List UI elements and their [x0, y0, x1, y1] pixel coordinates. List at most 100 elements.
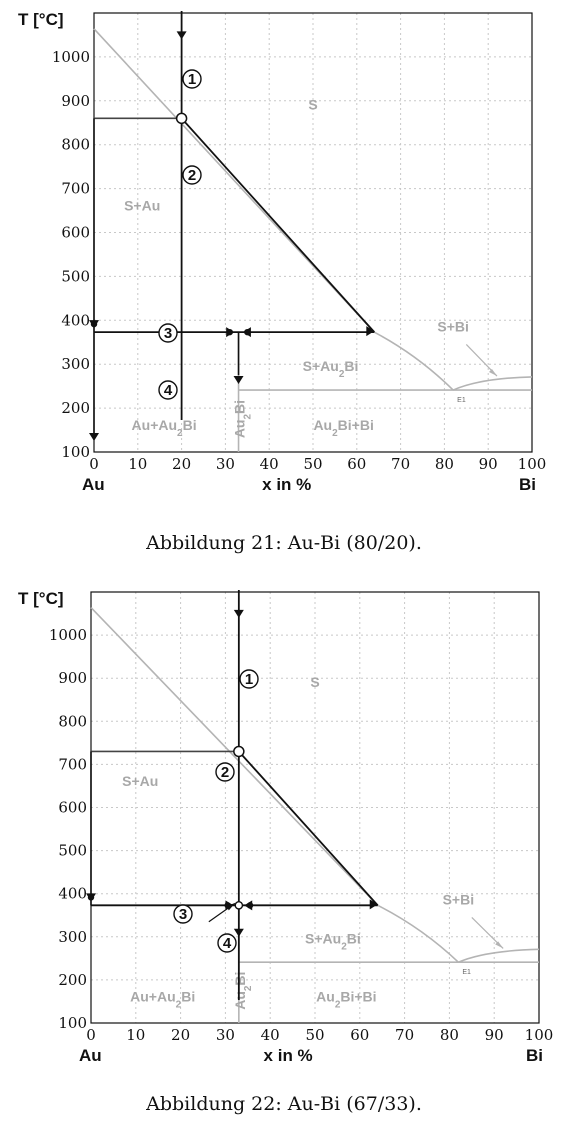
x-tick-label: 0 [89, 455, 99, 473]
region-label-au-au2bi: Au+Au2Bi [132, 417, 197, 439]
liquid-composition-line [180, 117, 375, 333]
liquidus-line-au2bi [373, 331, 454, 391]
step-label-3: 3 [164, 325, 172, 342]
step-label-2: 2 [188, 167, 196, 184]
x-left-label: Au [82, 475, 105, 494]
y-tick-label: 600 [61, 224, 90, 242]
compound-path-arrowhead [233, 928, 244, 937]
x-tick-label: 10 [128, 455, 147, 473]
liquidus-intersection-point [233, 745, 245, 758]
step-marker-3 [173, 904, 193, 924]
liquid-path-arrowhead [369, 899, 378, 910]
y-tick-label: 300 [61, 355, 90, 373]
x-tick-label: 100 [525, 1026, 554, 1044]
y-tick-label: 700 [58, 755, 87, 773]
compound-path-arrowhead [233, 375, 244, 384]
y-tick-label: 700 [61, 180, 90, 198]
step-marker-3 [158, 323, 178, 343]
y-tick-label: 800 [61, 136, 90, 154]
y-tick-label: 800 [58, 712, 87, 730]
s-bi-pointer-arrowhead [495, 941, 504, 949]
step-marker-4 [158, 380, 178, 400]
phase-diagram-chart: S S+Au S+Au2Bi S+Bi Au+Au2Bi Au2Bi+Bi Au 2 Bi E1 1… [18, 10, 547, 494]
y-tick-label: 900 [58, 669, 87, 687]
figure-caption: Abbildung 21: Au-Bi (80/20). [146, 532, 422, 554]
region-label-s: S [310, 674, 319, 690]
region-label-s-au: S+Au [122, 773, 158, 789]
region-label-au2bi-bi: Au2Bi+Bi [316, 988, 376, 1010]
y-tick-label: 200 [58, 971, 87, 989]
step-3-pointer-arrowhead [225, 903, 235, 911]
step-marker-1 [239, 669, 259, 689]
figure-21: S S+Au S+Au2Bi S+Bi Au+Au2Bi Au2Bi+Bi Au 2 Bi E1 1… [0, 0, 568, 560]
region-label-s-bi: S+Bi [443, 891, 475, 907]
x-tick-label: 80 [435, 455, 454, 473]
tie-arrowhead-right [242, 327, 251, 338]
region-label-s-au: S+Au [124, 198, 160, 214]
region-label-au2bi-bi: Au2Bi+Bi [313, 417, 373, 439]
y-tick-label: 100 [61, 443, 90, 461]
x-tick-label: 70 [395, 1026, 414, 1044]
figure-caption: Abbildung 22: Au-Bi (67/33). [146, 1093, 422, 1115]
x-tick-label: 30 [216, 1026, 235, 1044]
region-label-s-au2bi: S+Au2Bi [303, 358, 359, 380]
liquid-composition-line [238, 750, 379, 906]
region-label-au-au2bi: Au+Au2Bi [130, 988, 195, 1010]
x-tick-label: 60 [347, 455, 366, 473]
liquidus-intersection-point [175, 112, 188, 125]
tie-arrowhead-left [226, 327, 235, 338]
x-tick-label: 90 [485, 1026, 504, 1044]
compound-label: Au2Bi [232, 972, 254, 1010]
region-label-s-bi: S+Bi [437, 318, 469, 334]
y-tick-label: 1000 [52, 48, 90, 66]
x-right-label: Bi [526, 1046, 543, 1065]
region-label-s: S [308, 97, 317, 113]
x-tick-label: 0 [86, 1026, 96, 1044]
y-tick-label: 400 [58, 885, 87, 903]
x-tick-label: 20 [171, 1026, 190, 1044]
peritectic-intersection-point [234, 901, 244, 910]
y-tick-label: 500 [58, 842, 87, 860]
au-path-dot [87, 894, 95, 901]
x-tick-label: 10 [126, 1026, 145, 1044]
step-marker-1 [182, 69, 202, 89]
au-path-dot [90, 320, 98, 328]
y-tick-label: 1000 [49, 626, 87, 644]
step-label-3: 3 [179, 906, 187, 923]
step-marker-2 [182, 165, 202, 185]
y-tick-label: 500 [61, 267, 90, 285]
figure-22: S S+Au S+Au2Bi S+Bi Au+Au2Bi Au2Bi+Bi Au2Bi E1 1… [0, 565, 568, 1131]
phase-diagram-chart: S S+Au S+Au2Bi S+Bi Au+Au2Bi Au2Bi+Bi Au2Bi E1 1… [18, 589, 554, 1065]
step-label-1: 1 [245, 671, 253, 688]
region-label-s-au2bi: S+Au2Bi [305, 930, 361, 952]
step-label-4: 4 [223, 935, 232, 952]
s-bi-pointer-arrowhead [488, 369, 497, 377]
y-axis-label: T [°C] [18, 589, 64, 608]
y-tick-label: 300 [58, 928, 87, 946]
step-label-2: 2 [221, 764, 229, 781]
x-tick-label: 20 [172, 455, 191, 473]
cooling-arrowhead [233, 609, 244, 618]
liquidus-line-bi [458, 948, 540, 963]
x-tick-label: 40 [260, 455, 279, 473]
eutectic-label: E1 [462, 969, 471, 976]
liquidus-line-au2bi [377, 904, 459, 963]
step-label-1: 1 [188, 71, 196, 88]
x-tick-label: 60 [350, 1026, 369, 1044]
y-tick-label: 900 [61, 92, 90, 110]
x-right-label: Bi [519, 475, 536, 494]
eutectic-label: E1 [457, 397, 466, 404]
x-tick-label: 80 [440, 1026, 459, 1044]
step-marker-2 [215, 762, 235, 782]
y-tick-label: 200 [61, 399, 90, 417]
x-tick-label: 70 [391, 455, 410, 473]
liquid-path-arrowhead [366, 326, 375, 337]
y-tick-label: 600 [58, 799, 87, 817]
y-tick-label: 100 [58, 1014, 87, 1032]
cooling-arrowhead [176, 31, 187, 40]
x-tick-label: 100 [518, 455, 547, 473]
x-axis-label: x in % [262, 475, 311, 494]
liquidus-line-bi [452, 376, 533, 391]
tie-arrowhead-right [244, 900, 253, 911]
step-marker-4 [217, 933, 237, 953]
